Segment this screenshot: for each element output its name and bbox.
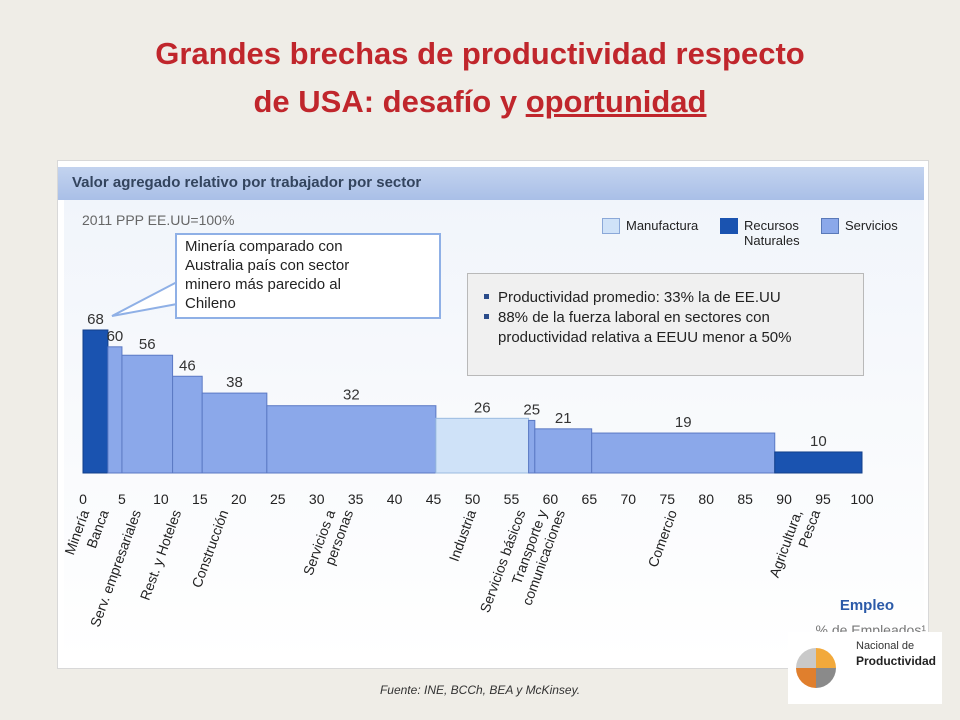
chart-units: 2011 PPP EE.UU=100% (82, 212, 235, 228)
x-tick-60: 60 (543, 491, 559, 507)
bar-value-label-4: 38 (226, 374, 243, 391)
x-axis-label: Empleo (839, 597, 894, 614)
x-tick-75: 75 (659, 491, 675, 507)
legend-recursos-naturales: Recursos Naturales (720, 218, 800, 248)
bar-10 (774, 451, 863, 474)
bar-value-label-6: 26 (474, 399, 491, 416)
x-tick-5: 5 (118, 491, 126, 507)
title-line-1: Grandes brechas de productividad respect… (155, 36, 805, 71)
note-item-2: 88% de la fuerza laboral en sectores con… (484, 308, 853, 348)
bar-value-label-10: 10 (810, 433, 827, 450)
x-tick-40: 40 (387, 491, 403, 507)
callout-line-4: Chileno (185, 295, 236, 312)
title-line-2: de USA: desafío y oportunidad (0, 78, 960, 126)
title-line-2-prefix: de USA: desafío y (253, 84, 518, 119)
x-tick-70: 70 (621, 491, 637, 507)
callout-pointer (111, 280, 178, 317)
x-tick-85: 85 (737, 491, 753, 507)
x-tick-45: 45 (426, 491, 442, 507)
x-tick-65: 65 (582, 491, 598, 507)
category-label-3-0: Rest. y Hoteles (137, 508, 185, 603)
x-tick-80: 80 (698, 491, 714, 507)
note-item-1: Productividad promedio: 33% la de EE.UU (484, 288, 853, 308)
callout-line-2: Australia país con sector (185, 257, 350, 274)
logo-text-2: Productividad (856, 654, 937, 668)
bar-2 (121, 354, 174, 474)
bar-3 (172, 375, 203, 474)
bar-value-label-3: 46 (179, 357, 196, 374)
bar-value-label-8: 21 (555, 410, 572, 427)
x-tick-30: 30 (309, 491, 325, 507)
bar-value-label-0: 68 (87, 311, 104, 328)
x-tick-25: 25 (270, 491, 286, 507)
bar-value-label-5: 32 (343, 387, 360, 404)
legend-label-manufactura: Manufactura (626, 218, 699, 233)
logo-text-1: Nacional de (856, 640, 915, 652)
legend-label-recursos-2: Naturales (744, 233, 800, 248)
x-tick-50: 50 (465, 491, 481, 507)
x-tick-10: 10 (153, 491, 169, 507)
bar-value-label-2: 56 (139, 336, 156, 353)
x-tick-0: 0 (79, 491, 87, 507)
legend-swatch-recursos (720, 218, 738, 234)
bar-8 (534, 428, 593, 474)
bar-0 (82, 329, 109, 474)
category-label-4-0: Construcción (188, 508, 231, 590)
legend-label-servicios: Servicios (845, 218, 898, 233)
bar-6 (435, 417, 530, 474)
x-tick-20: 20 (231, 491, 247, 507)
chart-title-band (58, 167, 924, 200)
bar-value-label-7: 25 (523, 401, 540, 418)
legend-servicios: Servicios (821, 218, 898, 234)
bar-value-label-1: 60 (107, 328, 124, 345)
x-tick-15: 15 (192, 491, 208, 507)
title-underlined-word: oportunidad (525, 84, 707, 119)
source-note: Fuente: INE, BCCh, BEA y McKinsey. (379, 683, 581, 697)
legend-swatch-servicios (821, 218, 839, 234)
legend-label-recursos-1: Recursos (744, 218, 799, 233)
slide-title: Grandes brechas de productividad respect… (0, 30, 960, 126)
legend-swatch-manufactura (602, 218, 620, 234)
x-tick-95: 95 (815, 491, 831, 507)
x-tick-55: 55 (504, 491, 520, 507)
x-tick-35: 35 (348, 491, 364, 507)
bar-5 (266, 405, 437, 474)
bar-4 (201, 392, 268, 474)
bar-1 (107, 346, 123, 474)
bar-value-label-9: 19 (675, 414, 692, 431)
legend-label-recursos: Recursos Naturales (744, 218, 800, 248)
callout-line-1: Minería comparado con (185, 238, 343, 255)
logo: Nacional de Productividad (788, 632, 942, 704)
mineria-callout: Minería comparado con Australia país con… (175, 233, 441, 319)
x-tick-90: 90 (776, 491, 792, 507)
bar-7 (528, 419, 536, 474)
callout-line-3: minero más parecido al (185, 276, 341, 293)
category-label-9-0: Comercio (645, 507, 681, 569)
notes-box: Productividad promedio: 33% la de EE.UU … (467, 273, 864, 376)
chart-title: Valor agregado relativo por trabajador p… (72, 174, 422, 191)
category-label-6-0: Industria (446, 507, 479, 563)
logo-mark-icon (796, 648, 836, 688)
x-tick-100: 100 (850, 491, 874, 507)
bar-9 (591, 432, 776, 474)
legend-manufactura: Manufactura (602, 218, 698, 234)
